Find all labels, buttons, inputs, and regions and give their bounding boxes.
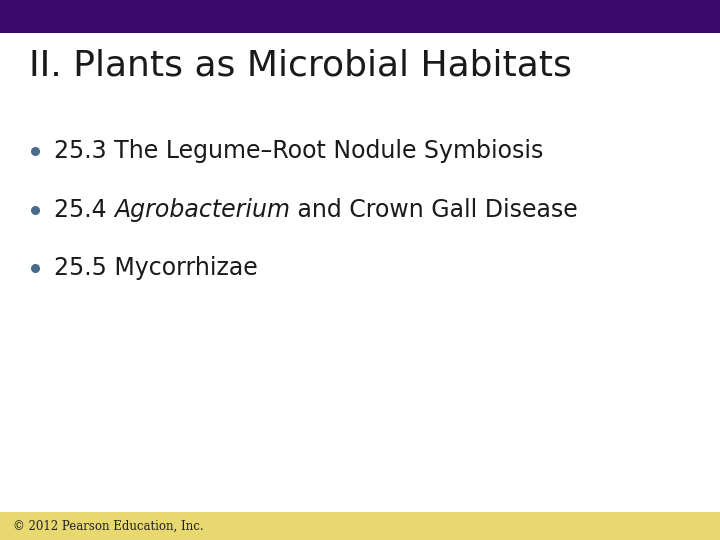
Bar: [0, 0, 720, 33]
Text: 25.5 Mycorrhizae: 25.5 Mycorrhizae: [54, 256, 258, 280]
Text: 25.3 The Legume–Root Nodule Symbiosis: 25.3 The Legume–Root Nodule Symbiosis: [54, 139, 544, 163]
Text: © 2012 Pearson Education, Inc.: © 2012 Pearson Education, Inc.: [13, 519, 204, 532]
Text: II. Plants as Microbial Habitats: II. Plants as Microbial Habitats: [29, 49, 572, 83]
Text: 25.4: 25.4: [54, 198, 114, 221]
Bar: [0, 512, 720, 540]
Text: and Crown Gall Disease: and Crown Gall Disease: [290, 198, 578, 221]
Text: Agrobacterium: Agrobacterium: [114, 198, 290, 221]
